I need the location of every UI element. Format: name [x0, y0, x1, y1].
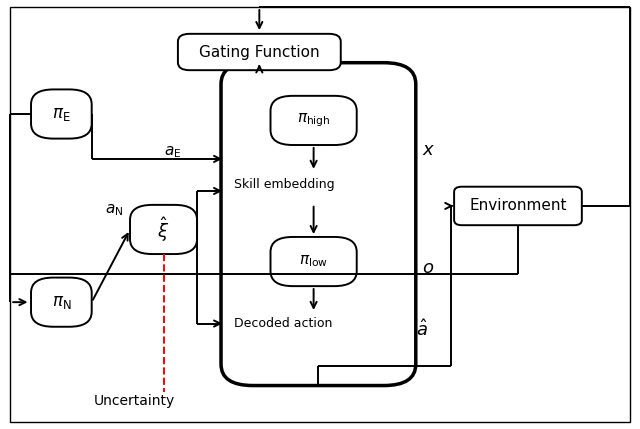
FancyBboxPatch shape — [178, 34, 340, 70]
Text: $\pi_{\mathrm{E}}$: $\pi_{\mathrm{E}}$ — [52, 105, 70, 123]
Text: $a_{\mathrm{N}}$: $a_{\mathrm{N}}$ — [105, 202, 124, 218]
FancyBboxPatch shape — [271, 96, 356, 145]
FancyBboxPatch shape — [221, 63, 416, 386]
Text: $\pi_{\mathrm{high}}$: $\pi_{\mathrm{high}}$ — [297, 112, 330, 129]
FancyBboxPatch shape — [130, 205, 197, 254]
Text: $x$: $x$ — [422, 142, 435, 159]
FancyBboxPatch shape — [31, 89, 92, 139]
Text: Uncertainty: Uncertainty — [94, 393, 175, 408]
Text: Gating Function: Gating Function — [199, 45, 319, 60]
FancyBboxPatch shape — [10, 7, 630, 422]
Text: Environment: Environment — [469, 199, 566, 214]
Text: $\pi_{\mathrm{low}}$: $\pi_{\mathrm{low}}$ — [299, 254, 328, 269]
Text: $\pi_{\mathrm{N}}$: $\pi_{\mathrm{N}}$ — [52, 293, 71, 311]
FancyBboxPatch shape — [31, 278, 92, 327]
FancyBboxPatch shape — [454, 187, 582, 225]
Text: Decoded action: Decoded action — [234, 317, 332, 330]
Text: $\hat{a}$: $\hat{a}$ — [416, 320, 428, 340]
Text: $a_{\mathrm{E}}$: $a_{\mathrm{E}}$ — [164, 145, 182, 160]
Text: Skill embedding: Skill embedding — [234, 178, 335, 191]
Text: $\hat{\xi}$: $\hat{\xi}$ — [157, 215, 170, 244]
FancyBboxPatch shape — [271, 237, 356, 286]
Text: $o$: $o$ — [422, 259, 435, 277]
